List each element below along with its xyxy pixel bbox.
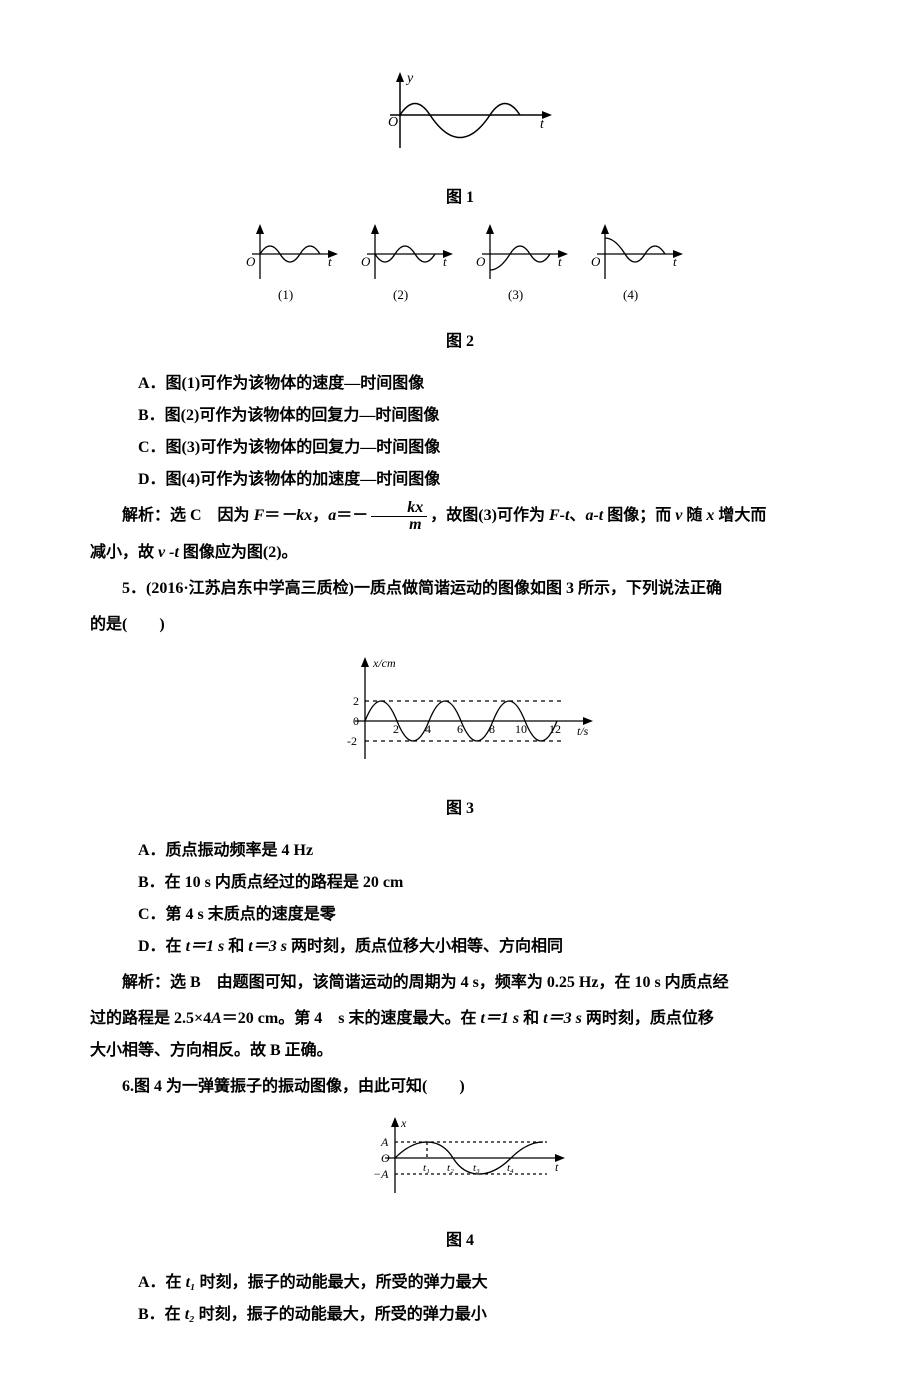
fig2-l4: (4): [623, 287, 638, 302]
fig2-t2: t: [443, 254, 447, 269]
q6-option-b: B．在 t₂ 时刻，振子的动能最大，所受的弹力最小: [138, 1299, 830, 1331]
fig4-xlabel: t: [555, 1160, 559, 1174]
q4-analysis-line2: 减小，故 v -t 图像应为图(2)。: [90, 537, 830, 569]
q5a-mid: 和: [519, 1010, 543, 1027]
q6-stem: 6.图 4 为一弹簧振子的振动图像，由此可知( ): [90, 1071, 830, 1103]
fig3-xt1: 4: [425, 722, 431, 736]
q5a-l2c: 两时刻，质点位移: [582, 1010, 714, 1027]
q5-option-d: D．在 t＝1 s 和 t＝3 s 两时刻，质点位移大小相等、方向相同: [138, 931, 830, 963]
q6b-b: 时刻，振子的动能最大，所受的弹力最小: [195, 1306, 487, 1323]
q6a-b: 时刻，振子的动能最大，所受的弹力最大: [196, 1274, 488, 1291]
q4-option-c: C．图(3)可作为该物体的回复力—时间图像: [138, 432, 830, 464]
q5d-a: D．在: [138, 938, 186, 955]
q4a-at: a-t: [585, 507, 603, 524]
fig3-yt2: -2: [347, 734, 357, 748]
fig3-xt0: 2: [393, 722, 399, 736]
fig2-t1: t: [328, 254, 332, 269]
q6a-t: t₁: [186, 1274, 196, 1291]
q4a-mid3: 随: [682, 507, 706, 524]
fig4-ytop: A: [380, 1135, 389, 1149]
figure-2: O t (1) O t (2) O t (3) O t (4): [90, 224, 830, 316]
fig3-xt4: 10: [515, 722, 527, 736]
fig4-caption: 图 4: [90, 1225, 830, 1257]
q4-option-a: A．图(1)可作为该物体的速度—时间图像: [138, 368, 830, 400]
fig3-svg: x/cm 2 0 -2 2 4 6 8 10 12 t/s: [315, 651, 605, 771]
fig2-l3: (3): [508, 287, 523, 302]
figure-1: y O t: [90, 70, 830, 172]
fig2-o3: O: [476, 254, 486, 269]
q5d-b: 两时刻，质点位移大小相等、方向相同: [287, 938, 563, 955]
q4a-ft: F-t: [549, 507, 569, 524]
fig3-xt5: 12: [549, 722, 561, 736]
fig2-l1: (1): [278, 287, 293, 302]
q6-option-a: A．在 t₁ 时刻，振子的动能最大，所受的弹力最大: [138, 1267, 830, 1299]
fig3-yt1: 0: [353, 714, 359, 728]
q5d-t1: t＝1 s: [186, 938, 225, 955]
q5-analysis-l2: 过的路程是 2.5×4A＝20 cm。第 4 s 末的速度最大。在 t＝1 s …: [90, 1003, 830, 1035]
fig2-l2: (2): [393, 287, 408, 302]
q4a-a: a: [328, 507, 336, 524]
q5a-t3: t＝3 s: [543, 1010, 582, 1027]
fig2-o1: O: [246, 254, 256, 269]
q5a-l2a: 过的路程是 2.5×4: [90, 1010, 211, 1027]
fig3-yt0: 2: [353, 694, 359, 708]
fig4-svg: x A O −A t₁ t₂ t₃ t₄ t: [345, 1113, 575, 1203]
fig1-svg: y O t: [360, 70, 560, 160]
q4-analysis: 解析：选 C 因为 F＝－kx，a＝－kxm，故图(3)可作为 F-t、a-t …: [90, 500, 830, 533]
fig3-caption: 图 3: [90, 793, 830, 825]
q4-option-d: D．图(4)可作为该物体的加速度—时间图像: [138, 464, 830, 496]
fig1-xlabel: t: [540, 117, 545, 132]
q5a-A: A: [211, 1010, 222, 1027]
q5-option-c: C．第 4 s 末质点的速度是零: [138, 899, 830, 931]
fig2-o4: O: [591, 254, 601, 269]
fig2-t3: t: [558, 254, 562, 269]
q5-stem-b: 的是( ): [90, 609, 830, 641]
fig3-xt3: 8: [489, 722, 495, 736]
fig4-ybot: −A: [373, 1167, 389, 1181]
q4a-prefix: 解析：选 C 因为: [122, 507, 254, 524]
q4a-mkx: －kx: [280, 507, 312, 524]
q4a-num: kx: [371, 500, 427, 517]
fig2-t4: t: [673, 254, 677, 269]
fig3-xt2: 6: [457, 722, 463, 736]
q4a-vt: v -t: [158, 544, 179, 561]
fig4-t3: t₃: [473, 1162, 480, 1174]
q4-option-b: B．图(2)可作为该物体的回复力—时间图像: [138, 400, 830, 432]
figure-4: x A O −A t₁ t₂ t₃ t₄ t: [90, 1113, 830, 1215]
q4a-mid2: 图像；而: [603, 507, 675, 524]
q5a-t1: t＝1 s: [480, 1010, 519, 1027]
fig1-caption: 图 1: [90, 182, 830, 214]
fig2-o2: O: [361, 254, 371, 269]
q6b-t: t₂: [185, 1306, 195, 1323]
q4a-mid4: 增大而: [714, 507, 766, 524]
fig2-caption: 图 2: [90, 326, 830, 358]
fig4-t4: t₄: [507, 1162, 514, 1174]
figure-3: x/cm 2 0 -2 2 4 6 8 10 12 t/s: [90, 651, 830, 783]
q6a-a: A．在: [138, 1274, 186, 1291]
fig1-origin: O: [388, 115, 398, 130]
fig4-ylabel: x: [400, 1116, 407, 1130]
q5-option-b: B．在 10 s 内质点经过的路程是 20 cm: [138, 867, 830, 899]
fig3-ylabel: x/cm: [372, 656, 396, 670]
fig4-t1: t₁: [423, 1162, 430, 1174]
fig4-t2: t₂: [447, 1162, 454, 1174]
q5d-mid: 和: [224, 938, 248, 955]
q5-option-a: A．质点振动频率是 4 Hz: [138, 835, 830, 867]
q4a-l2a: 减小，故: [90, 544, 158, 561]
q5-analysis-l3: 大小相等、方向相反。故 B 正确。: [90, 1035, 830, 1067]
fig1-ylabel: y: [405, 71, 414, 86]
q5d-t3: t＝3 s: [248, 938, 287, 955]
q4a-l2b: 图像应为图(2)。: [179, 544, 298, 561]
q5-analysis-l1: 解析：选 B 由题图可知，该简谐运动的周期为 4 s，频率为 0.25 Hz，在…: [90, 967, 830, 999]
q5-stem-a: 5．(2016·江苏启东中学高三质检)一质点做简谐运动的图像如图 3 所示，下列…: [90, 573, 830, 605]
fig3-xlabel: t/s: [577, 724, 589, 738]
q6b-a: B．在: [138, 1306, 185, 1323]
fig2-svg: O t (1) O t (2) O t (3) O t (4): [230, 224, 690, 304]
q4a-mid: ，故图(3)可作为: [430, 507, 549, 524]
fig4-origin: O: [381, 1151, 390, 1165]
q4a-F: F: [254, 507, 265, 524]
q4a-den: m: [371, 517, 427, 533]
q5a-l2b: ＝20 cm。第 4 s 末的速度最大。在: [222, 1010, 481, 1027]
